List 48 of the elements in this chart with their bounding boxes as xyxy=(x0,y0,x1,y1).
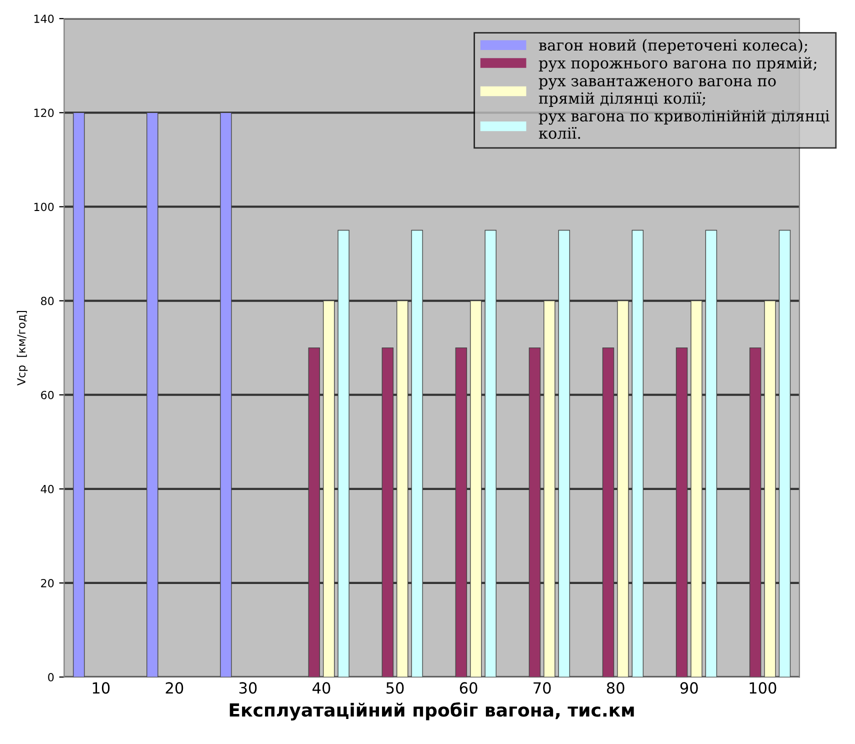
legend-label: рух порожнього вагона по прямій; xyxy=(538,56,816,72)
bar xyxy=(470,300,482,678)
legend-label: рух вагона по криволінійній ділянці колії. xyxy=(538,110,830,139)
bar xyxy=(632,230,644,678)
legend-label: вагон новий (переточені колеса); xyxy=(538,38,808,54)
x-tick-label: 60 xyxy=(460,682,478,694)
bar xyxy=(72,112,85,678)
bar xyxy=(749,347,762,678)
y-tick-label: 0 xyxy=(48,673,54,682)
bar xyxy=(308,347,320,678)
y-tick-label: 120 xyxy=(34,108,54,118)
bar xyxy=(676,347,688,678)
bar xyxy=(322,300,335,678)
y-tick-label: 40 xyxy=(40,484,54,494)
x-tick-label: 80 xyxy=(606,682,624,694)
bar xyxy=(705,230,718,678)
bar xyxy=(382,347,394,678)
x-tick-label: 30 xyxy=(239,682,257,694)
x-tick-label: 90 xyxy=(680,682,698,694)
bar xyxy=(220,112,232,678)
bar xyxy=(338,230,350,678)
bar xyxy=(396,300,408,678)
x-tick-label: 20 xyxy=(166,682,184,694)
bar xyxy=(764,300,776,678)
x-tick-label: 70 xyxy=(534,682,551,694)
bar xyxy=(602,347,614,678)
y-tick-label: 60 xyxy=(41,390,54,400)
bar xyxy=(617,300,629,678)
bar xyxy=(778,230,791,678)
bar xyxy=(411,230,423,678)
bar xyxy=(558,230,570,678)
bar xyxy=(528,347,541,678)
x-tick-label: 50 xyxy=(386,682,404,694)
x-tick-label: 10 xyxy=(92,682,110,694)
bar xyxy=(146,112,158,678)
x-axis-title: Експлуатаційний пробіг вагона, тис.км xyxy=(230,702,634,720)
y-axis-title: Vср [км/год] xyxy=(16,310,28,386)
x-tick-label: 40 xyxy=(312,682,330,694)
y-tick-label: 20 xyxy=(41,578,54,588)
bar xyxy=(455,347,468,678)
y-tick-label: 80 xyxy=(41,296,54,306)
x-tick-label: 100 xyxy=(750,682,776,694)
y-tick-label: 100 xyxy=(34,202,54,212)
bar xyxy=(544,300,556,678)
bar xyxy=(690,300,702,678)
y-tick-label: 140 xyxy=(34,14,54,23)
legend-label: рух завантаженого вагона по прямій ділянці колії; xyxy=(538,78,776,107)
bar xyxy=(484,230,496,678)
